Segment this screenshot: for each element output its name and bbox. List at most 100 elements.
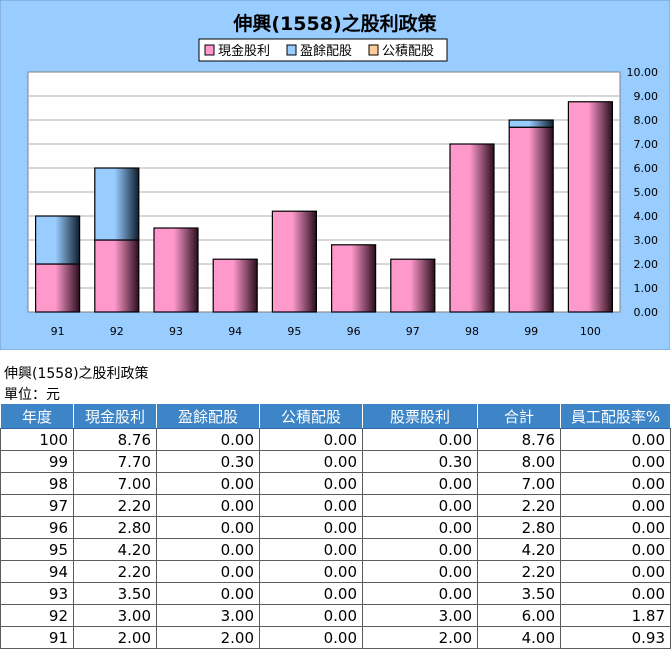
- table-cell: 7.00: [477, 472, 561, 495]
- table-cell: 0.00: [362, 560, 478, 583]
- table-cell: 0.00: [560, 494, 671, 517]
- caption-unit: 單位：元: [4, 387, 60, 403]
- table-cell: 7.70: [73, 450, 157, 473]
- table-cell: 95: [0, 538, 74, 561]
- table-header-cell: 盈餘配股: [156, 403, 260, 429]
- table-row: 95 4.20 0.00 0.00 0.00 4.20 0.00: [0, 538, 671, 561]
- y-tick-label: 9.00: [634, 90, 659, 103]
- bar-cash-95: [271, 210, 317, 313]
- x-tick-label: 100: [580, 325, 601, 338]
- dividend-chart: 伸興(1558)之股利政策 現金股利 盈餘配股 公積配股 0.00 1.00 2.00 3…: [0, 0, 671, 351]
- table-header-cell: 年度: [0, 403, 74, 429]
- y-tick-label: 6.00: [634, 162, 659, 175]
- chart-title: 伸興(1558)之股利政策: [232, 12, 437, 35]
- table-header-row: 年度 現金股利 盈餘配股 公積配股 股票股利 合計 員工配股率%: [0, 403, 671, 429]
- table-cell: 7.00: [73, 472, 157, 495]
- legend-label: 現金股利: [218, 43, 270, 59]
- table-header-cell: 員工配股率%: [560, 403, 671, 429]
- table-cell: 99: [0, 450, 74, 473]
- table-cell: 2.20: [477, 560, 561, 583]
- table-cell: 2.00: [156, 626, 260, 649]
- table-cell: 4.20: [477, 538, 561, 561]
- y-tick-label: 7.00: [634, 138, 659, 151]
- legend-box: [198, 38, 448, 62]
- table-cell: 0.00: [362, 428, 478, 451]
- table-cell: 0.00: [362, 494, 478, 517]
- y-tick-label: 3.00: [634, 234, 659, 247]
- table-cell: 0.00: [259, 604, 363, 627]
- table-cell: 0.00: [560, 472, 671, 495]
- table-cell: 3.00: [73, 604, 157, 627]
- table-cell: 92: [0, 604, 74, 627]
- table-row: 98 7.00 0.00 0.00 0.00 7.00 0.00: [0, 472, 671, 495]
- table-cell: 2.20: [73, 560, 157, 583]
- table-cell: 4.20: [73, 538, 157, 561]
- y-tick-label: 10.00: [627, 66, 659, 79]
- table-cell: 0.00: [156, 516, 260, 539]
- table-cell: 0.00: [560, 582, 671, 605]
- table-cell: 2.80: [477, 516, 561, 539]
- y-tick-label: 1.00: [634, 282, 659, 295]
- table-row: 96 2.80 0.00 0.00 0.00 2.80 0.00: [0, 516, 671, 539]
- table-row: 97 2.20 0.00 0.00 0.00 2.20 0.00: [0, 494, 671, 517]
- table-cell: 0.00: [259, 428, 363, 451]
- y-tick-label: 8.00: [634, 114, 659, 127]
- table-cell: 96: [0, 516, 74, 539]
- table-cell: 0.00: [560, 516, 671, 539]
- bar-cash-99: [508, 126, 554, 313]
- table-cell: 3.50: [477, 582, 561, 605]
- table-cell: 2.80: [73, 516, 157, 539]
- table-cell: 0.00: [156, 560, 260, 583]
- table-cell: 0.30: [156, 450, 260, 473]
- x-tick-label: 92: [110, 325, 124, 338]
- table-cell: 0.30: [362, 450, 478, 473]
- table-cell: 4.00: [477, 626, 561, 649]
- table-cell: 0.00: [156, 494, 260, 517]
- table-row: 91 2.00 2.00 0.00 2.00 4.00 0.93: [0, 626, 671, 649]
- table-header-cell: 合計: [477, 403, 561, 429]
- table-cell: 0.00: [259, 516, 363, 539]
- table-cell: 0.00: [259, 626, 363, 649]
- table-cell: 0.00: [259, 450, 363, 473]
- table-cell: 0.00: [560, 428, 671, 451]
- bar-cash-91: [34, 263, 81, 313]
- table-cell: 0.00: [259, 538, 363, 561]
- table-header-cell: 現金股利: [73, 403, 157, 429]
- x-tick-label: 91: [51, 325, 65, 338]
- table-cell: 6.00: [477, 604, 561, 627]
- table-cell: 0.00: [362, 472, 478, 495]
- table-cell: 98: [0, 472, 74, 495]
- y-tick-label: 4.00: [634, 210, 659, 223]
- table-cell: 1.87: [560, 604, 671, 627]
- table-cell: 0.00: [156, 538, 260, 561]
- table-cell: 91: [0, 626, 74, 649]
- table-cell: 8.76: [477, 428, 561, 451]
- y-tick-label: 5.00: [634, 186, 659, 199]
- table-cell: 3.50: [73, 582, 157, 605]
- chart-legend: 現金股利 盈餘配股 公積配股: [198, 38, 448, 62]
- table-cell: 2.00: [73, 626, 157, 649]
- table-cell: 0.00: [560, 538, 671, 561]
- legend-swatch-0: [204, 44, 215, 56]
- y-tick-label: 0.00: [634, 306, 659, 319]
- table-cell: 0.00: [156, 428, 260, 451]
- table-cell: 3.00: [156, 604, 260, 627]
- x-tick-label: 93: [169, 325, 183, 338]
- table-cell: 0.00: [362, 538, 478, 561]
- bar-cash-96: [331, 244, 377, 313]
- bar-earnings-stock-99: [508, 119, 554, 128]
- table-cell: 8.76: [73, 428, 157, 451]
- table-header-cell: 公積配股: [259, 403, 363, 429]
- table-row: 99 7.70 0.30 0.00 0.30 8.00 0.00: [0, 450, 671, 473]
- x-tick-label: 97: [406, 325, 420, 338]
- legend-label: 盈餘配股: [300, 43, 352, 59]
- table-cell: 2.20: [73, 494, 157, 517]
- table-cell: 2.00: [362, 626, 478, 649]
- x-tick-label: 98: [465, 325, 479, 338]
- x-tick-label: 95: [287, 325, 301, 338]
- table-cell: 0.00: [362, 582, 478, 605]
- table-row: 100 8.76 0.00 0.00 0.00 8.76 0.00: [0, 428, 671, 451]
- bar-cash-94: [212, 258, 258, 313]
- table-cell: 0.00: [560, 560, 671, 583]
- table-cell: 0.00: [259, 560, 363, 583]
